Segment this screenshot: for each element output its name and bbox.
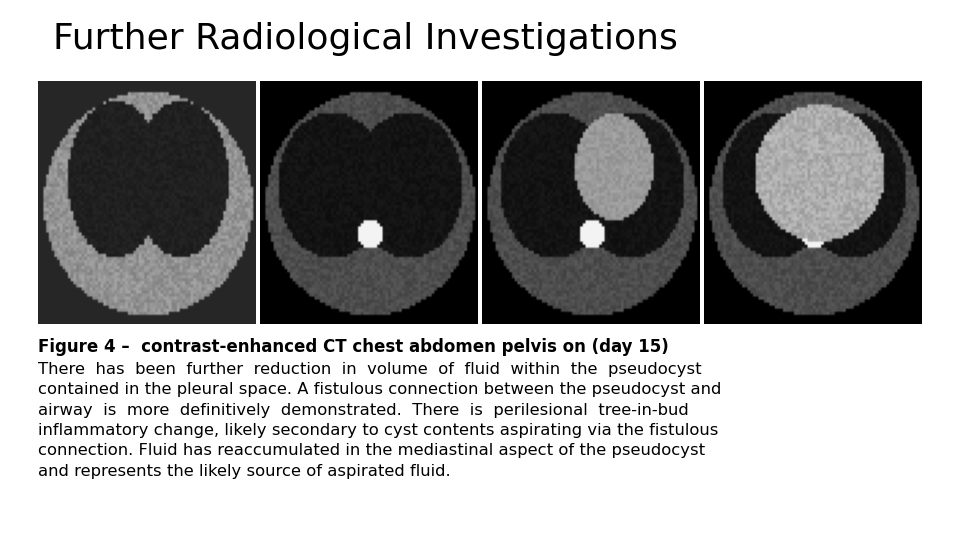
Bar (260, 81, 478, 324)
Bar (38, 81, 256, 324)
Bar (482, 81, 700, 324)
Text: Further Radiological Investigations: Further Radiological Investigations (53, 22, 678, 56)
Text: There  has  been  further  reduction  in  volume  of  fluid  within  the  pseudo: There has been further reduction in volu… (38, 362, 722, 479)
Text: Figure 4 –  contrast-enhanced CT chest abdomen pelvis on (day 15): Figure 4 – contrast-enhanced CT chest ab… (38, 338, 669, 355)
Bar (704, 81, 922, 324)
